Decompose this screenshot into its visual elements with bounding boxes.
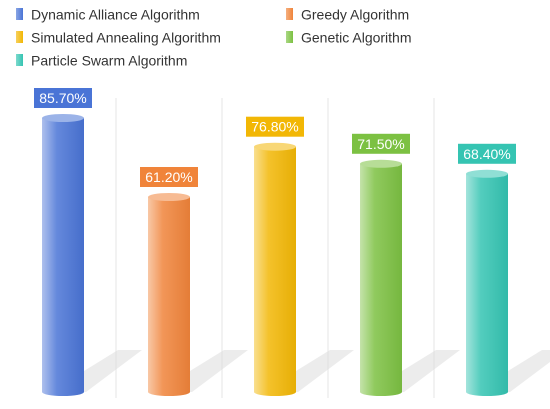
data-label-particle-swarm-algorithm: 68.40% xyxy=(458,143,516,164)
data-label-text: 85.70% xyxy=(39,90,86,106)
data-label-box xyxy=(140,167,198,187)
bar-body xyxy=(466,173,508,396)
data-labels: 85.70% 61.20% 76.80% 71.50% 68.40% xyxy=(34,88,516,187)
data-label-text: 76.80% xyxy=(251,119,298,135)
data-label-dynamic-alliance-algorithm: 85.70% xyxy=(34,88,92,108)
legend-swatch xyxy=(16,8,23,20)
legend-label: Particle Swarm Algorithm xyxy=(31,53,187,69)
legend-label: Dynamic Alliance Algorithm xyxy=(31,7,200,23)
data-label-text: 61.20% xyxy=(145,169,192,185)
legend-swatch xyxy=(286,8,293,20)
data-label-box xyxy=(458,143,516,164)
legend-item-particle-swarm-algorithm: Particle Swarm Algorithm xyxy=(16,53,187,69)
legend: Dynamic Alliance Algorithm Greedy Algorit… xyxy=(16,7,412,69)
category-separators xyxy=(115,98,435,398)
legend-swatch xyxy=(16,31,23,43)
bar-body xyxy=(148,197,190,396)
data-label-box xyxy=(352,133,410,154)
legend-label: Greedy Algorithm xyxy=(301,7,409,23)
bar-dynamic-alliance-algorithm xyxy=(42,114,84,396)
data-label-box xyxy=(34,88,92,108)
bar-body xyxy=(42,118,84,396)
legend-item-dynamic-alliance-algorithm: Dynamic Alliance Algorithm xyxy=(16,7,200,23)
bar-top xyxy=(254,142,296,151)
data-label-greedy-algorithm: 61.20% xyxy=(140,167,198,187)
bar-body xyxy=(254,146,296,396)
bar-top xyxy=(148,193,190,201)
bars xyxy=(42,114,508,396)
legend-item-simulated-annealing-algorithm: Simulated Annealing Algorithm xyxy=(16,30,221,46)
legend-label: Genetic Algorithm xyxy=(301,30,412,46)
bar-greedy-algorithm xyxy=(148,193,190,396)
bar-body xyxy=(360,163,402,396)
data-label-text: 68.40% xyxy=(463,146,510,162)
legend-swatch xyxy=(16,54,23,66)
bar-top xyxy=(42,114,84,122)
bar-simulated-annealing-algorithm xyxy=(254,142,296,396)
data-label-text: 71.50% xyxy=(357,136,404,152)
legend-swatch xyxy=(286,31,293,43)
data-label-genetic-algorithm: 71.50% xyxy=(352,133,410,154)
bar-top xyxy=(466,169,508,178)
legend-item-genetic-algorithm: Genetic Algorithm xyxy=(286,30,412,46)
legend-item-greedy-algorithm: Greedy Algorithm xyxy=(286,7,409,23)
bar-top xyxy=(360,159,402,168)
legend-label: Simulated Annealing Algorithm xyxy=(31,30,221,46)
bar-genetic-algorithm xyxy=(360,159,402,396)
data-label-box xyxy=(246,116,304,137)
data-label-simulated-annealing-algorithm: 76.80% xyxy=(246,116,304,137)
bar-particle-swarm-algorithm xyxy=(466,169,508,396)
